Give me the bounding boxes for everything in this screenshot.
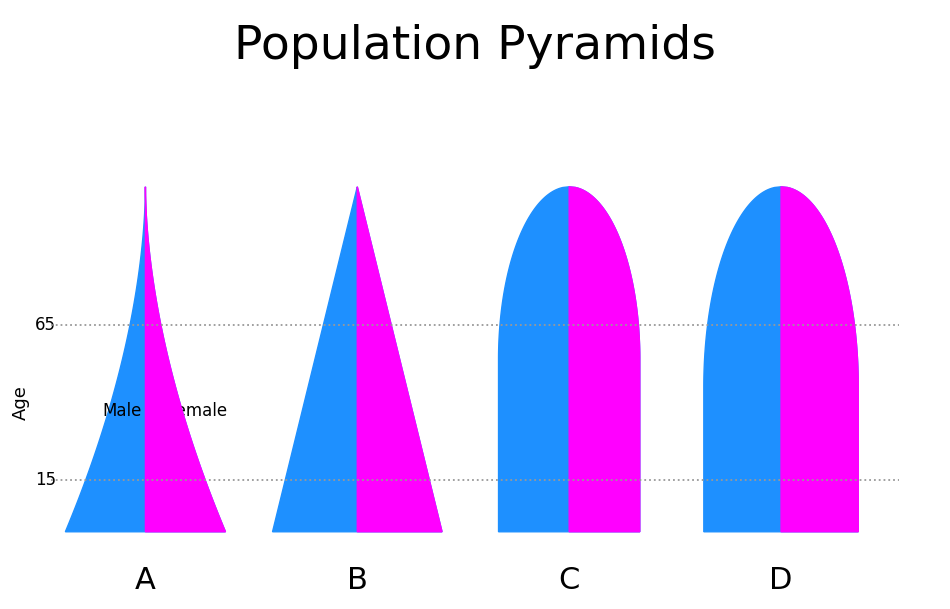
Polygon shape [781,187,858,532]
Text: Age: Age [12,385,30,420]
Text: 65: 65 [35,316,56,334]
Text: B: B [347,566,368,595]
Polygon shape [499,187,639,532]
Text: Female: Female [167,401,227,420]
Text: A: A [135,566,156,595]
Polygon shape [357,187,442,532]
Text: 15: 15 [35,471,56,489]
Text: Male: Male [103,401,142,420]
Text: C: C [559,566,580,595]
Polygon shape [704,187,858,532]
Polygon shape [145,187,225,532]
Polygon shape [66,187,225,532]
Polygon shape [569,187,639,532]
Polygon shape [273,187,442,532]
Text: Population Pyramids: Population Pyramids [234,24,716,69]
Text: D: D [770,566,792,595]
